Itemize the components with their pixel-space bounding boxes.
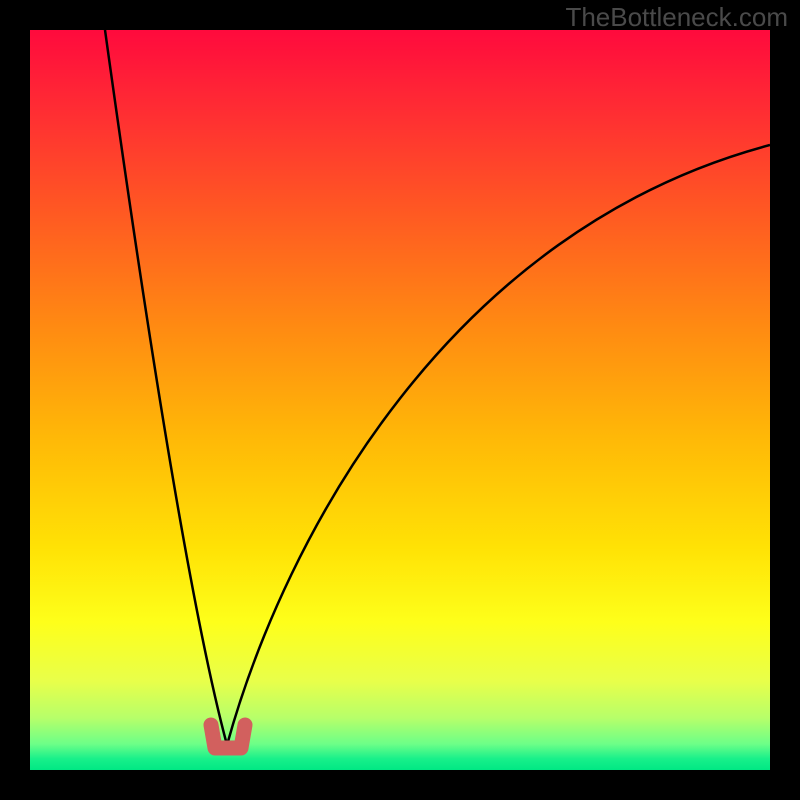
dip-marker (211, 725, 245, 748)
watermark-text: TheBottleneck.com (565, 2, 788, 33)
bottleneck-curve (105, 30, 770, 745)
chart-stage: TheBottleneck.com (0, 0, 800, 800)
plot-area (30, 30, 770, 770)
curve-layer (30, 30, 770, 770)
